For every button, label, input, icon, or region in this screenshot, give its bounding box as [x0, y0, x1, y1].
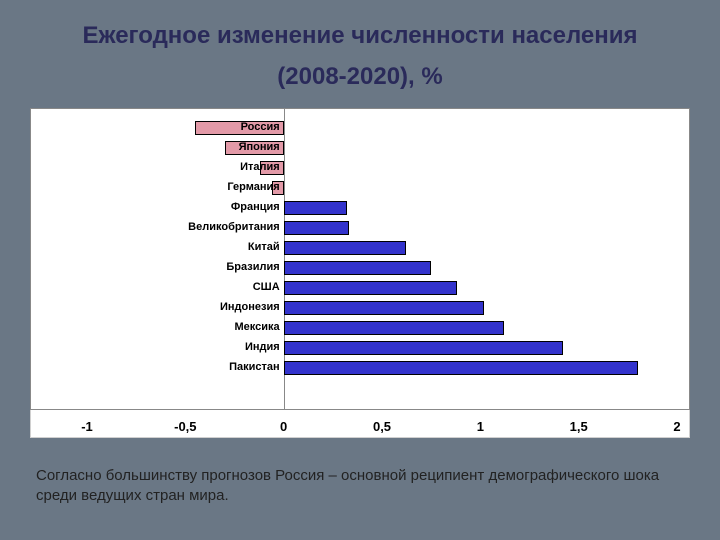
xaxis-tick-label: 2 [673, 419, 680, 434]
bar-row: Индонезия [31, 299, 689, 319]
bar [284, 361, 638, 375]
bar-row: Япония [31, 139, 689, 159]
xaxis-tick-label: -0,5 [174, 419, 196, 434]
bar-label: Индонезия [220, 301, 280, 313]
bar-label: США [253, 281, 280, 293]
bar-label: Индия [245, 341, 280, 353]
bar-label: Великобритания [188, 221, 280, 233]
bar-row: США [31, 279, 689, 299]
bar [284, 261, 432, 275]
slide: Ежегодное изменение численности населени… [0, 0, 720, 540]
bar-row: Мексика [31, 319, 689, 339]
bar-label: Китай [248, 241, 280, 253]
bar [284, 301, 485, 315]
bar [284, 221, 349, 235]
xaxis-tick-label: -1 [81, 419, 93, 434]
caption: Согласно большинству прогнозов Россия – … [36, 466, 684, 507]
bar [284, 321, 504, 335]
page-title: Ежегодное изменение численности населени… [0, 0, 720, 108]
bar-row: Великобритания [31, 219, 689, 239]
bar-row: Бразилия [31, 259, 689, 279]
bar-label: Мексика [235, 321, 280, 333]
bar [284, 281, 457, 295]
bar [284, 341, 563, 355]
chart-plot: Россия Япония Италия Германия Франция Великоб… [30, 108, 690, 410]
bar-row: Италия [31, 159, 689, 179]
bar-label: Германия [227, 181, 279, 193]
bar-label: Италия [240, 161, 280, 173]
bar-label: Франция [231, 201, 280, 213]
xaxis-tick-label: 1,5 [570, 419, 588, 434]
bar-row: Китай [31, 239, 689, 259]
xaxis-tick-label: 0,5 [373, 419, 391, 434]
bar-row: Германия [31, 179, 689, 199]
bar [284, 201, 347, 215]
xaxis-tick-label: 1 [477, 419, 484, 434]
chart-frame: Россия Япония Италия Германия Франция Великоб… [30, 108, 690, 438]
bar-label: Россия [241, 121, 280, 133]
bar-row: Франция [31, 199, 689, 219]
bar-label: Бразилия [226, 261, 279, 273]
bar-row: Индия [31, 339, 689, 359]
bar-label: Япония [239, 141, 280, 153]
bar-row: Россия [31, 119, 689, 139]
xaxis-tick-label: 0 [280, 419, 287, 434]
bar-label: Пакистан [229, 361, 280, 373]
bar-row: Пакистан [31, 359, 689, 379]
bar [284, 241, 406, 255]
